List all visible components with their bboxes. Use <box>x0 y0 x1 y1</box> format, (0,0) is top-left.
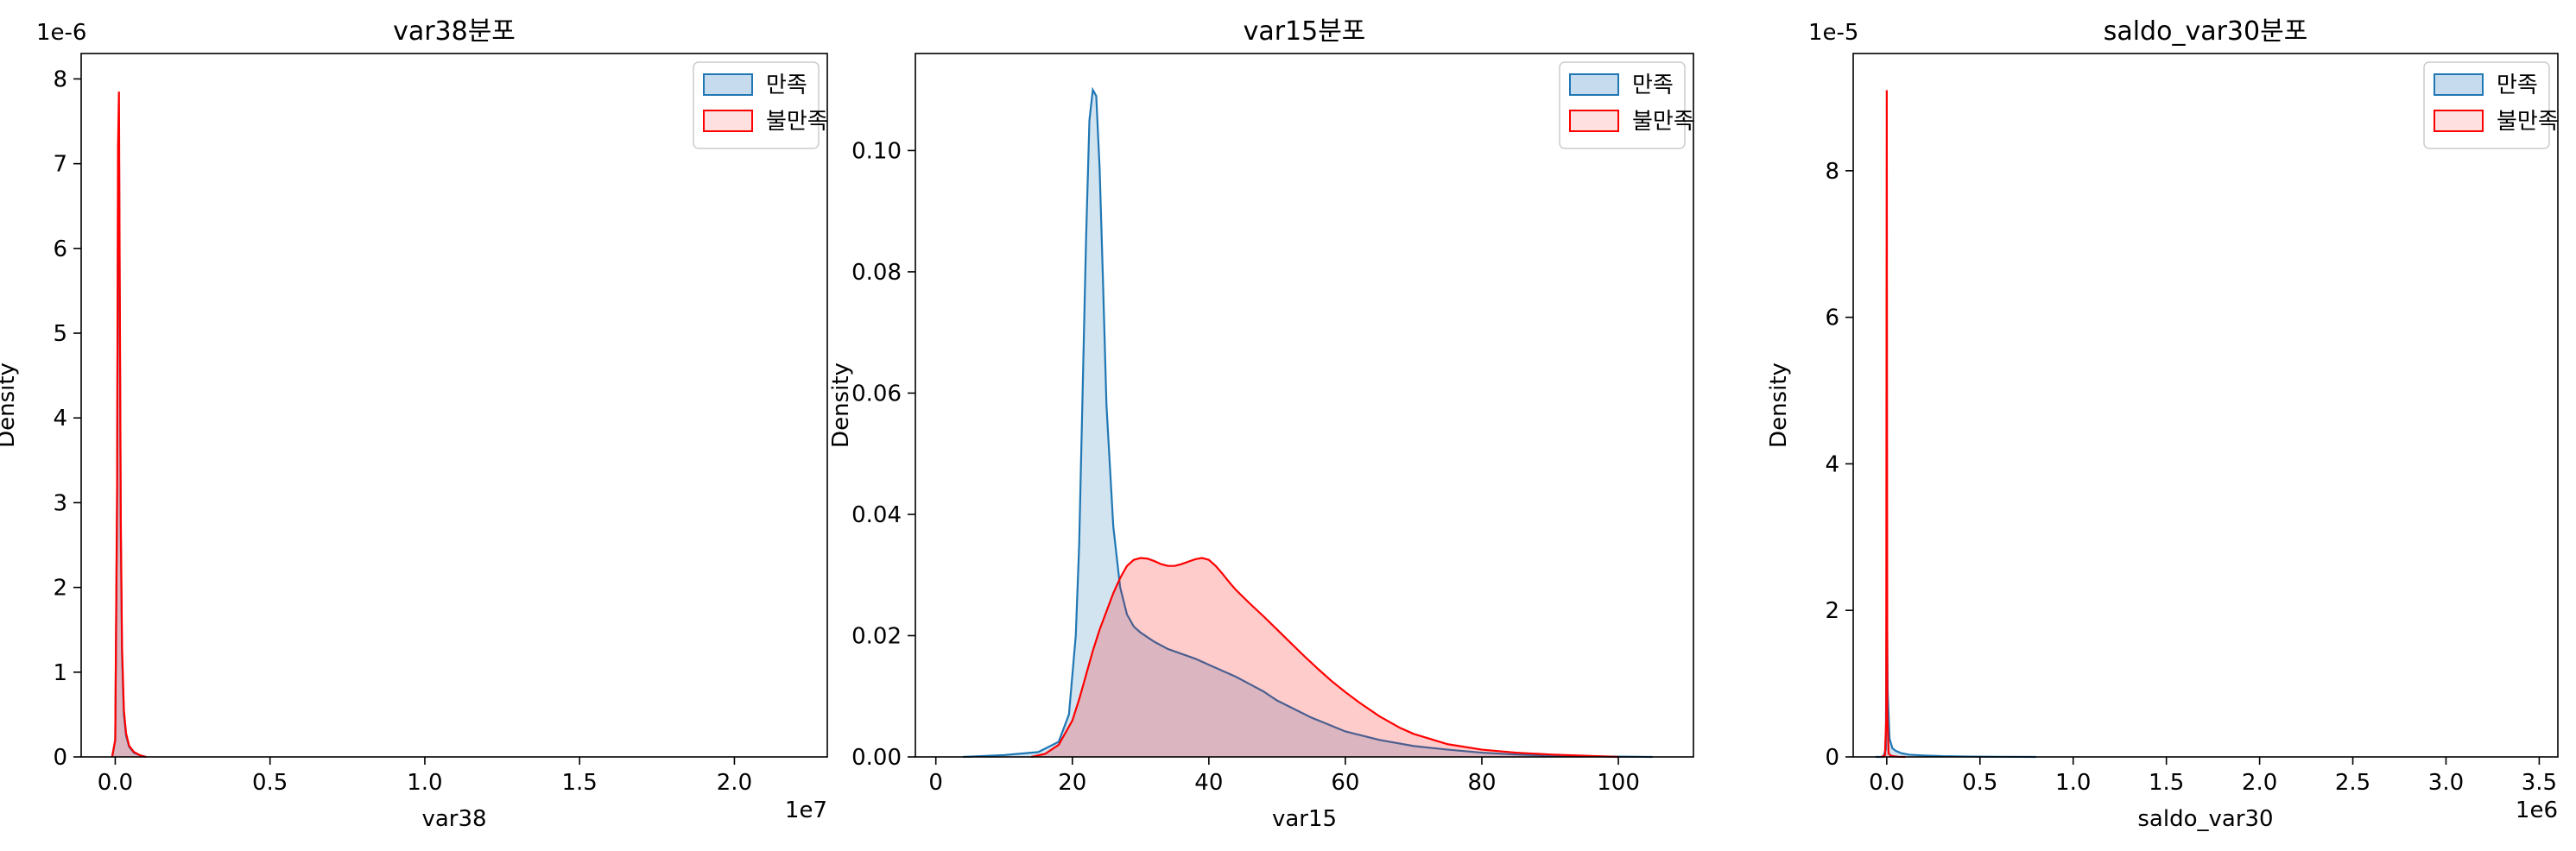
x-tick-label: 40 <box>1194 770 1223 796</box>
x-tick-label: 1.5 <box>2149 770 2184 796</box>
x-tick-label: 20 <box>1058 770 1086 796</box>
x-tick-label: 60 <box>1331 770 1359 796</box>
y-scale-label: 1e-6 <box>36 20 86 46</box>
y-tick-label: 4 <box>53 406 67 432</box>
x-scale-label: 1e6 <box>2516 797 2558 823</box>
chart-title: saldo_var30분포 <box>2104 16 2308 47</box>
chart-0: 0.0 0.5 1.0 1.5 2.0 0 1 2 3 4 5 6 7 8 var38분포 var38 Dens… <box>0 16 828 832</box>
x-tick-label: 2.0 <box>717 770 752 796</box>
y-tick-label: 8 <box>1825 159 1839 185</box>
chart-2: 0.0 0.5 1.0 1.5 2.0 2.5 3.0 3.5 0 2 4 6 8 saldo_var30… <box>1766 16 2559 832</box>
x-tick-label: 0.5 <box>252 770 288 796</box>
x-tick-label: 2.5 <box>2335 770 2370 796</box>
y-tick-label: 0.02 <box>851 623 902 649</box>
x-tick-label: 80 <box>1467 770 1496 796</box>
y-tick-label: 0.08 <box>851 260 902 286</box>
legend-entry-label: 불만족 <box>2497 109 2559 135</box>
y-tick-label: 5 <box>53 321 67 347</box>
chart-title: var38분포 <box>393 16 516 47</box>
legend-entry-label: 만족 <box>766 72 807 98</box>
series-fill-0 <box>963 90 1653 757</box>
y-scale-label: 1e-5 <box>1808 20 1858 46</box>
legend-swatch <box>1569 73 1619 96</box>
axes-frame <box>1852 53 2559 758</box>
y-tick-label: 6 <box>1825 306 1839 331</box>
y-tick-label: 0.10 <box>851 138 902 164</box>
legend-entry-label: 불만족 <box>766 109 828 135</box>
y-tick-label: 0 <box>1825 745 1839 771</box>
y-tick-label: 6 <box>53 236 67 262</box>
legend-entry-label: 만족 <box>1632 72 1674 98</box>
x-tick-label: 1.0 <box>2055 770 2091 796</box>
legend-swatch <box>2434 73 2484 96</box>
y-tick-label: 2 <box>53 576 67 602</box>
x-tick-label: 1.0 <box>407 770 442 796</box>
x-tick-label: 0.0 <box>98 770 133 796</box>
x-scale-label: 1e7 <box>785 797 827 823</box>
y-tick-label: 4 <box>1825 451 1839 477</box>
y-tick-label: 7 <box>53 152 67 178</box>
chart-title: var15분포 <box>1244 16 1366 47</box>
x-tick-label: 2.0 <box>2242 770 2277 796</box>
x-axis-label: var38 <box>421 806 486 832</box>
chart-1: 0 20 40 60 80 100 0.00 0.02 0.04 0.06 0.08 0.10 var1… <box>828 16 1694 832</box>
y-axis-label: Density <box>828 362 854 448</box>
x-axis-label: var15 <box>1272 806 1337 832</box>
x-tick-label: 3.5 <box>2522 770 2557 796</box>
y-tick-label: 3 <box>53 490 67 516</box>
legend-swatch <box>2434 110 2484 132</box>
series-fill-1 <box>1031 558 1619 757</box>
y-tick-label: 0.04 <box>851 502 902 528</box>
x-tick-label: 1.5 <box>562 770 598 796</box>
legend-swatch <box>703 73 753 96</box>
y-axis-label: Density <box>1766 362 1792 448</box>
legend-entry-label: 만족 <box>2497 72 2538 98</box>
y-tick-label: 8 <box>53 66 67 92</box>
y-tick-label: 0 <box>53 745 67 771</box>
x-tick-label: 3.0 <box>2428 770 2464 796</box>
legend-swatch <box>1569 110 1619 132</box>
legend-entry-label: 불만족 <box>1632 109 1694 135</box>
y-tick-label: 0.00 <box>851 745 902 771</box>
x-tick-label: 0.5 <box>1962 770 1997 796</box>
y-tick-label: 2 <box>1825 598 1839 624</box>
series-line-1 <box>1031 557 1619 759</box>
x-tick-label: 100 <box>1597 770 1640 796</box>
series-line-0 <box>963 86 1653 759</box>
x-tick-label: 0 <box>928 770 943 796</box>
x-tick-label: 0.0 <box>1869 770 1904 796</box>
axes-frame <box>80 53 828 758</box>
y-tick-label: 1 <box>53 660 67 686</box>
axes-frame <box>915 53 1694 758</box>
legend-swatch <box>703 110 753 132</box>
x-axis-label: saldo_var30 <box>2137 806 2273 832</box>
y-tick-label: 0.06 <box>851 381 902 407</box>
y-axis-label: Density <box>0 362 20 448</box>
series-line-1 <box>111 91 147 759</box>
